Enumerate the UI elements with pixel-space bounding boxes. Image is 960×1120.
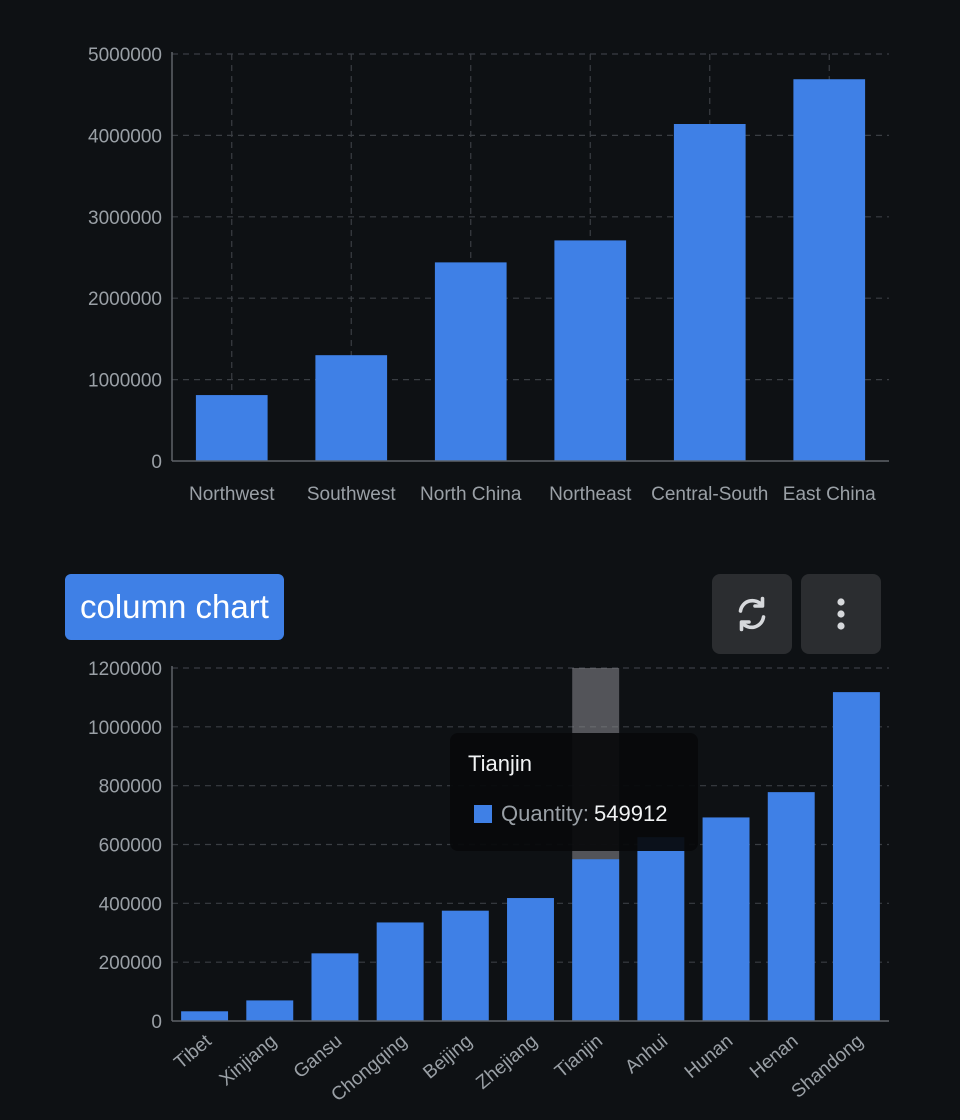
bar-beijing[interactable] xyxy=(441,910,489,1021)
x-tick-label: Tibet xyxy=(170,1030,216,1073)
bar-central-south[interactable] xyxy=(673,124,746,461)
bar-hunan[interactable] xyxy=(702,817,750,1021)
refresh-button[interactable] xyxy=(712,574,792,654)
x-tick-label: North China xyxy=(420,484,522,505)
bar-zhejiang[interactable] xyxy=(507,898,554,1021)
tooltip-value: 549912 xyxy=(594,801,668,826)
tooltip-row: Quantity: 549912 xyxy=(468,801,680,827)
x-tick-label: Shandong xyxy=(788,1031,868,1103)
y-tick-label: 800000 xyxy=(99,777,162,798)
bar-northwest[interactable] xyxy=(195,395,268,461)
top-bar-chart: 0 1000000 2000000 3000000 4000000 5000000 Nort… xyxy=(88,45,889,505)
tooltip-title: Tianjin xyxy=(468,751,532,776)
x-tick-label: Southwest xyxy=(307,484,396,505)
x-tick-label: East China xyxy=(783,484,876,505)
bar-east-china[interactable] xyxy=(793,79,866,461)
bar-tianjin[interactable] xyxy=(572,859,620,1021)
tooltip-swatch xyxy=(474,805,492,823)
more-vertical-icon xyxy=(837,598,845,630)
chart-title-badge: column chart xyxy=(65,574,284,640)
x-tick-label: Xinjiang xyxy=(216,1031,281,1091)
y-tick-label: 200000 xyxy=(99,953,162,974)
x-tick-label: Northeast xyxy=(549,484,632,505)
bar-northeast[interactable] xyxy=(554,240,627,461)
y-tick-label: 1200000 xyxy=(88,659,162,680)
x-tick-label: Anhui xyxy=(621,1031,672,1078)
bottom-bar-chart: 0 200000 400000 600000 800000 1000000 1200000 T… xyxy=(88,659,889,1106)
y-tick-label: 5000000 xyxy=(88,45,162,66)
grid-lines xyxy=(172,53,889,461)
y-tick-label: 0 xyxy=(151,452,162,473)
y-tick-label: 600000 xyxy=(99,836,162,857)
tooltip-series-label: Quantity: xyxy=(501,801,590,826)
bar-southwest[interactable] xyxy=(315,355,388,461)
y-tick-label: 1000000 xyxy=(88,371,162,392)
x-tick-label: Central-South xyxy=(651,484,768,505)
bar-henan[interactable] xyxy=(767,792,815,1021)
refresh-icon xyxy=(738,596,766,632)
x-tick-label: Henan xyxy=(746,1031,802,1083)
bar-xinjiang[interactable] xyxy=(246,1000,294,1021)
more-options-button[interactable] xyxy=(801,574,881,654)
bar-shandong[interactable] xyxy=(832,692,880,1021)
y-tick-label: 3000000 xyxy=(88,208,162,229)
x-tick-label: Gansu xyxy=(290,1031,346,1083)
x-tick-label: Northwest xyxy=(189,484,275,505)
bar-chongqing[interactable] xyxy=(376,922,424,1021)
y-tick-label: 0 xyxy=(151,1012,162,1033)
y-tick-label: 2000000 xyxy=(88,289,162,310)
y-tick-label: 4000000 xyxy=(88,126,162,147)
bar-north-china[interactable] xyxy=(434,262,507,461)
y-tick-label: 400000 xyxy=(99,894,162,915)
bar-gansu[interactable] xyxy=(311,953,359,1021)
bar-anhui[interactable] xyxy=(637,837,685,1021)
x-tick-label: Hunan xyxy=(681,1031,737,1083)
x-tick-label: Tianjin xyxy=(551,1031,607,1083)
chart-tooltip: Tianjin Quantity: 549912 xyxy=(450,733,698,851)
y-tick-label: 1000000 xyxy=(88,718,162,739)
x-tick-label: Beijing xyxy=(419,1031,476,1084)
x-tick-label: Zhejiang xyxy=(472,1031,541,1094)
bar-tibet[interactable] xyxy=(181,1011,229,1021)
